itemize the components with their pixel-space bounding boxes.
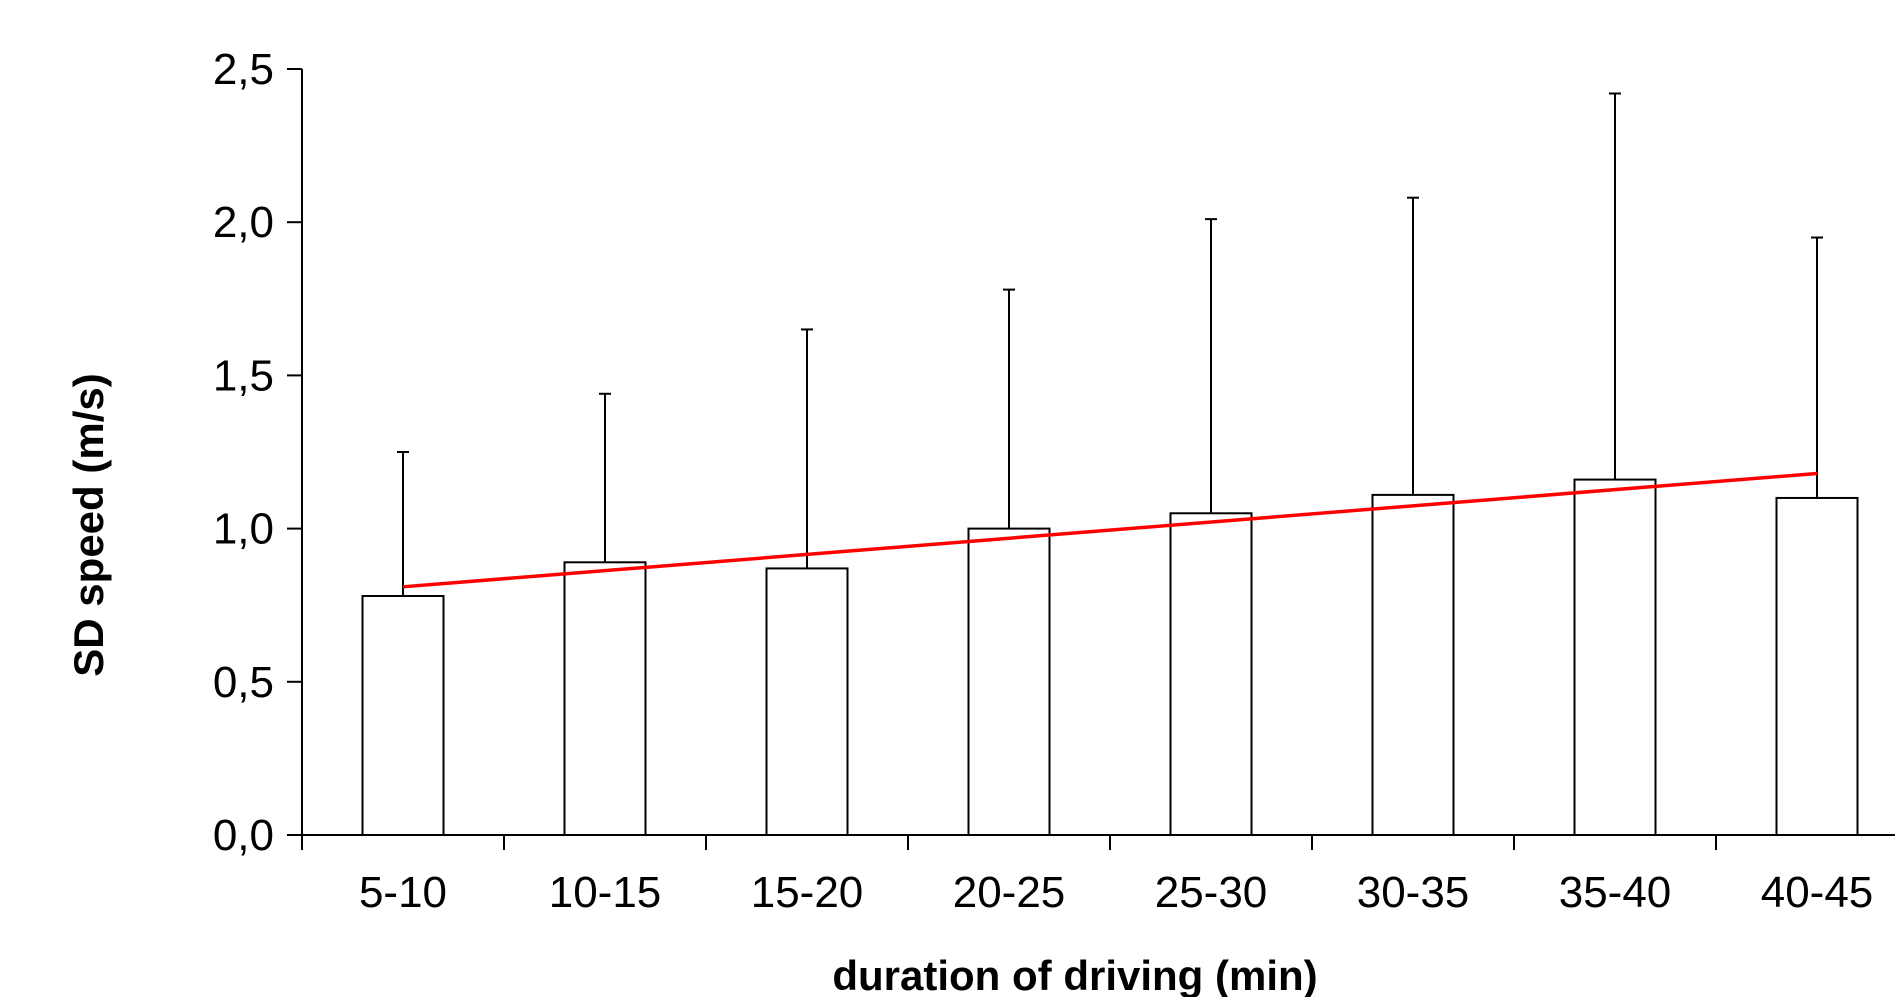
y-tick-label: 0,0 xyxy=(213,811,274,860)
x-tick-label-5-10: 5-10 xyxy=(359,868,447,917)
bar-30-35 xyxy=(1371,493,1455,836)
x-tick-label-35-40: 35-40 xyxy=(1559,868,1672,917)
trendline-group xyxy=(402,471,1818,589)
y-axis-title: SD speed (m/s) xyxy=(65,373,112,676)
x-tick-label-20-25: 20-25 xyxy=(953,868,1066,917)
x-axis-title: duration of driving (min) xyxy=(832,952,1317,997)
bar-35-40 xyxy=(1573,478,1657,836)
x-tick-label-30-35: 30-35 xyxy=(1357,868,1470,917)
y-tick-label: 0,5 xyxy=(213,658,274,707)
axes-group xyxy=(287,68,1895,850)
error-bars-group xyxy=(397,92,1823,597)
trendline xyxy=(402,471,1818,589)
x-tick-label-25-30: 25-30 xyxy=(1155,868,1268,917)
x-tick-label-15-20: 15-20 xyxy=(751,868,864,917)
bar-15-20 xyxy=(765,567,849,836)
y-tick-label: 1,5 xyxy=(213,351,274,400)
labels-group: 0,0 0,5 1,0 1,5 2,0 2,5 5-10 10-15 15-20 20-25 25-… xyxy=(213,45,1873,917)
bar-10-15 xyxy=(563,561,647,837)
y-tick-label: 1,0 xyxy=(213,505,274,554)
y-tick-label: 2,0 xyxy=(213,198,274,247)
bar-20-25 xyxy=(967,527,1051,836)
bars-group xyxy=(361,478,1859,837)
x-tick-label-40-45: 40-45 xyxy=(1761,868,1874,917)
bar-40-45 xyxy=(1775,496,1859,836)
x-tick-label-10-15: 10-15 xyxy=(549,868,662,917)
bar-5-10 xyxy=(361,595,445,836)
bar-25-30 xyxy=(1169,512,1253,837)
y-tick-label: 2,5 xyxy=(213,45,274,94)
